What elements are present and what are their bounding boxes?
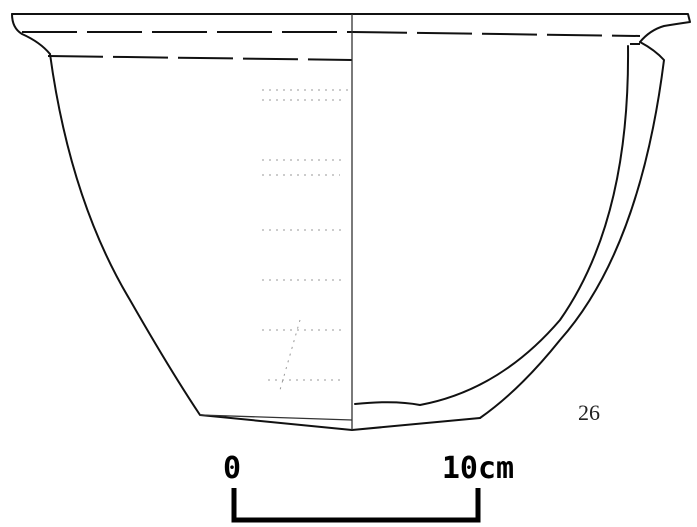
scale-end: 10cm xyxy=(442,451,514,486)
outer-profile xyxy=(49,53,481,431)
surface-marks xyxy=(262,89,350,391)
base-line xyxy=(199,414,353,421)
figure-number: 26 xyxy=(578,400,600,425)
inner-dash-left xyxy=(47,55,353,61)
inner-profile xyxy=(354,45,630,406)
rim-dash-right xyxy=(351,31,641,37)
rim-right xyxy=(11,13,691,43)
scale-bar: 0 10cm xyxy=(223,451,514,523)
outer-profile-right xyxy=(479,41,665,419)
rim-left xyxy=(11,13,51,55)
bowl xyxy=(11,13,691,431)
scale-start: 0 xyxy=(223,451,241,486)
scale-line xyxy=(231,488,481,523)
